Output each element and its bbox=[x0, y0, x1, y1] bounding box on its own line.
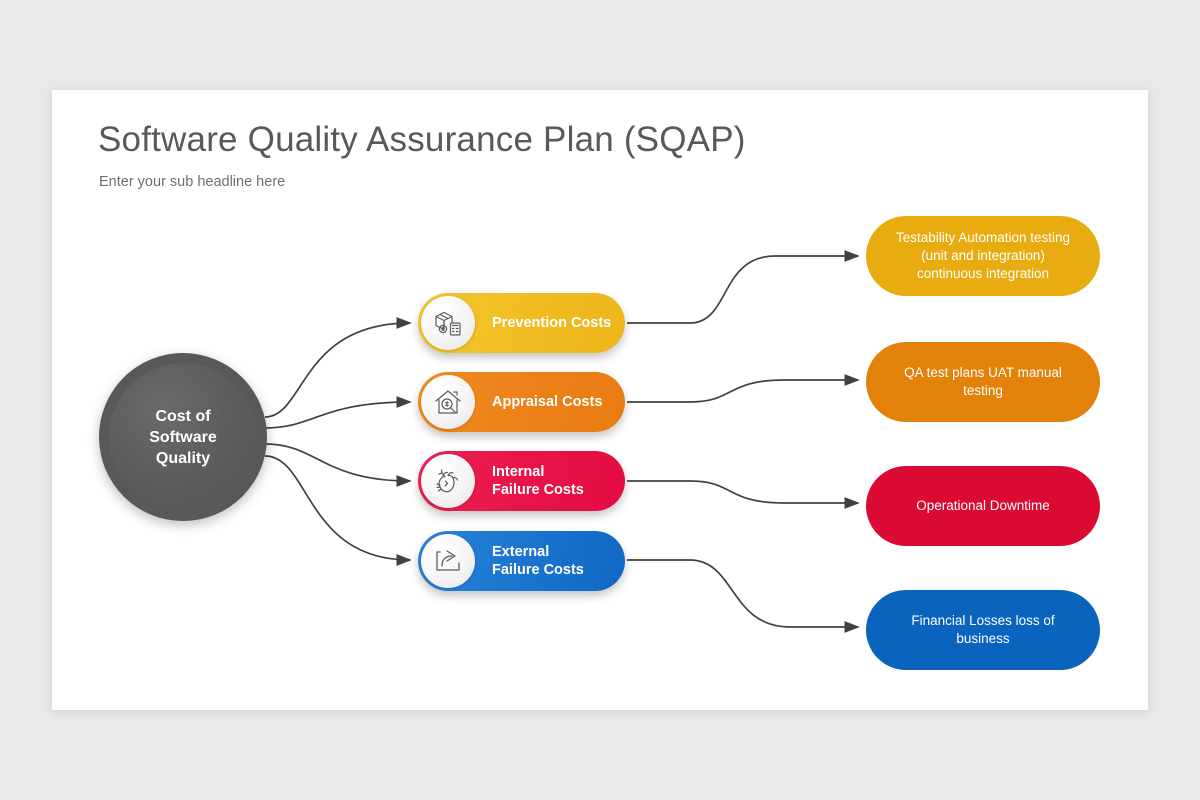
hub-label: Cost of Software Quality bbox=[149, 407, 217, 467]
category-label: External Failure Costs bbox=[492, 544, 584, 578]
house-magnifier-icon bbox=[421, 375, 475, 429]
category-label: Prevention Costs bbox=[492, 315, 612, 331]
detail-box-appraisal[interactable]: QA test plans UAT manual testing bbox=[866, 342, 1100, 422]
category-pill-prevention-costs[interactable]: Prevention Costs bbox=[418, 293, 625, 353]
detail-box-internal[interactable]: Operational Downtime bbox=[866, 466, 1100, 546]
page-title: Software Quality Assurance Plan (SQAP) bbox=[98, 120, 746, 159]
detail-box-prevention[interactable]: Testability Automation testing (unit and… bbox=[866, 216, 1100, 296]
export-arrow-icon bbox=[421, 534, 475, 588]
detail-box-external[interactable]: Financial Losses loss of business bbox=[866, 590, 1100, 670]
hub-node[interactable]: Cost of Software Quality bbox=[99, 353, 267, 521]
category-pill-internal-failure-costs[interactable]: Internal Failure Costs bbox=[418, 451, 625, 511]
category-label: Internal Failure Costs bbox=[492, 464, 584, 498]
category-label: Appraisal Costs bbox=[492, 394, 603, 410]
package-calculator-icon bbox=[421, 296, 475, 350]
category-pill-external-failure-costs[interactable]: External Failure Costs bbox=[418, 531, 625, 591]
page-subtitle: Enter your sub headline here bbox=[99, 174, 286, 190]
hub-inner-circle: Cost of Software Quality bbox=[109, 363, 257, 511]
heart-anatomy-icon bbox=[421, 454, 475, 508]
category-pill-appraisal-costs[interactable]: Appraisal Costs bbox=[418, 372, 625, 432]
